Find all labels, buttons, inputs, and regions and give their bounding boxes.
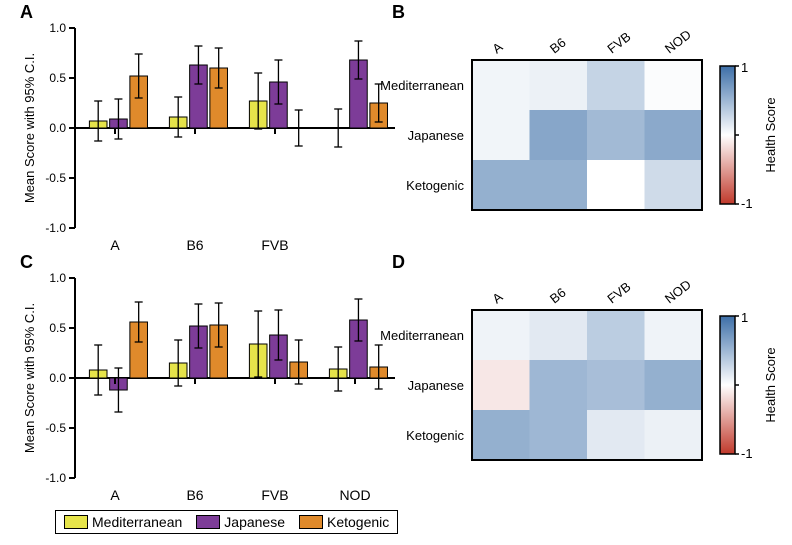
heatmap-col-label: A (489, 39, 505, 56)
y-axis-label: Mean Score with 95% C.I. (22, 53, 37, 203)
heatmap-row-label: Mediterranean (380, 328, 464, 343)
heatmap-col-label: B6 (547, 35, 569, 57)
legend-item: Ketogenic (299, 514, 389, 530)
ytick-label: -1.0 (45, 471, 66, 485)
heatmap-cell (530, 110, 588, 160)
legend-label: Japanese (224, 514, 285, 530)
heatmap-cell (645, 110, 703, 160)
bar-chart-C: -1.0 -0.5 0.0 0.5 1.0 Mean Score with 95% C.I… (20, 268, 405, 516)
xtick-label: A (110, 487, 120, 503)
colorbar-tick: -1 (741, 446, 753, 461)
xtick-label: B6 (186, 487, 203, 503)
heatmap-col-label: FVB (604, 279, 633, 306)
heatmap-cell (472, 60, 530, 110)
heatmap-cell (645, 360, 703, 410)
heatmap-col-label: NOD (662, 27, 694, 57)
heatmap-cell (472, 360, 530, 410)
legend-label: Mediterranean (92, 514, 182, 530)
heatmap-cell (587, 60, 645, 110)
heatmap-cell (530, 410, 588, 460)
colorbar (720, 316, 735, 454)
heatmap-cell (472, 110, 530, 160)
figure-root: A -1.0 -0.5 0.0 0.5 1.0 Mean Score with 95% C.… (0, 0, 792, 545)
heatmap-cell (530, 360, 588, 410)
heatmap-cell (530, 310, 588, 360)
heatmap-cell (587, 160, 645, 210)
heatmap-cell (587, 110, 645, 160)
heatmap-row-label: Mediterranean (380, 78, 464, 93)
bar-chart-A: -1.0 -0.5 0.0 0.5 1.0 Mean Score with 95% C.I… (20, 18, 405, 266)
heatmap-cell (587, 410, 645, 460)
heatmap-row-label: Ketogenic (406, 178, 464, 193)
legend-item: Japanese (196, 514, 285, 530)
heatmap-cell (645, 410, 703, 460)
ytick-label: 0.5 (49, 321, 66, 335)
legend-swatch (299, 515, 323, 529)
heatmap-cell (645, 310, 703, 360)
heatmap-cell (587, 360, 645, 410)
legend-swatch (196, 515, 220, 529)
heatmap-col-label: B6 (547, 285, 569, 307)
heatmap-cell (645, 60, 703, 110)
colorbar-label: Health Score (763, 347, 778, 422)
ytick-label: -1.0 (45, 221, 66, 235)
heatmap-col-label: FVB (604, 29, 633, 56)
heatmap-row-label: Japanese (408, 128, 464, 143)
colorbar (720, 66, 735, 204)
heatmap-cell (472, 310, 530, 360)
ytick-label: 0.0 (49, 371, 66, 385)
ytick-label: 1.0 (49, 271, 66, 285)
y-axis-label: Mean Score with 95% C.I. (22, 303, 37, 453)
heatmap-col-label: A (489, 289, 505, 306)
ytick-label: 1.0 (49, 21, 66, 35)
xtick-label: FVB (261, 237, 288, 253)
xtick-label: B6 (186, 237, 203, 253)
xtick-label: NOD (339, 487, 370, 503)
heatmap-cell (530, 60, 588, 110)
heatmap-col-label: NOD (662, 277, 694, 307)
ytick-label: -0.5 (45, 171, 66, 185)
heatmap-B: Mediterranean Japanese Ketogenic A B6 FVB NOD 1… (362, 20, 782, 220)
colorbar-tick: 1 (741, 60, 748, 75)
xtick-label: FVB (261, 487, 288, 503)
legend-item: Mediterranean (64, 514, 182, 530)
xtick-label: A (110, 237, 120, 253)
ytick-label: 0.0 (49, 121, 66, 135)
ytick-label: -0.5 (45, 421, 66, 435)
heatmap-cell (645, 160, 703, 210)
ytick-label: 0.5 (49, 71, 66, 85)
colorbar-label: Health Score (763, 97, 778, 172)
heatmap-cell (472, 410, 530, 460)
legend-swatch (64, 515, 88, 529)
heatmap-cell (472, 160, 530, 210)
heatmap-D: Mediterranean Japanese Ketogenic A B6 FVB NOD 1… (362, 270, 782, 470)
legend: Mediterranean Japanese Ketogenic (55, 510, 398, 534)
legend-label: Ketogenic (327, 514, 389, 530)
heatmap-row-label: Japanese (408, 378, 464, 393)
heatmap-cell (587, 310, 645, 360)
colorbar-tick: -1 (741, 196, 753, 211)
heatmap-row-label: Ketogenic (406, 428, 464, 443)
heatmap-cell (530, 160, 588, 210)
colorbar-tick: 1 (741, 310, 748, 325)
